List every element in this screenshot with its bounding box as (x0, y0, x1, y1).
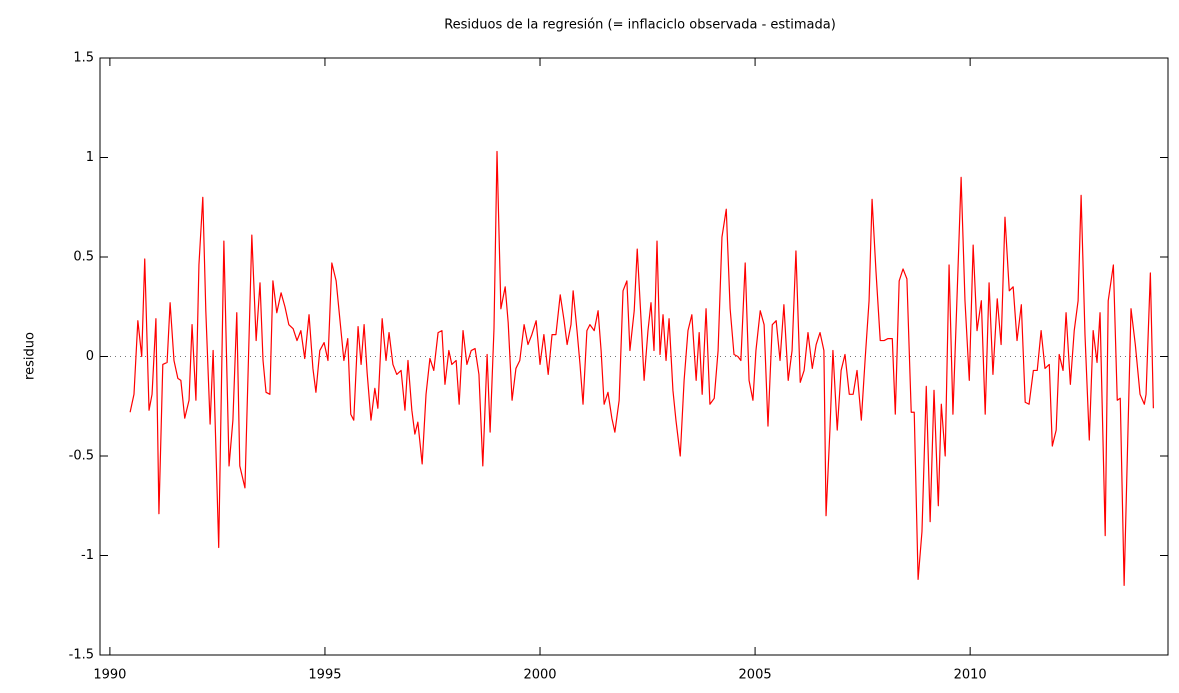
x-tick-label: 1990 (93, 668, 126, 683)
y-tick-label: -1 (81, 548, 94, 563)
y-tick-label: 1 (86, 150, 94, 165)
x-tick-label: 2010 (954, 668, 987, 683)
y-axis-label: residuo (23, 332, 38, 380)
y-tick-label: 1.5 (73, 51, 94, 66)
residual-line (129, 150, 1154, 586)
x-tick-label: 2005 (739, 668, 772, 683)
x-tick-label: 1995 (308, 668, 341, 683)
y-tick-label: 0 (86, 349, 94, 364)
y-tick-label: -1.5 (69, 648, 94, 663)
x-tick-label: 2000 (523, 668, 556, 683)
y-tick-label: -0.5 (69, 449, 94, 464)
chart-title: Residuos de la regresión (= inflaciclo o… (444, 18, 836, 33)
y-tick-label: 0.5 (73, 250, 94, 265)
